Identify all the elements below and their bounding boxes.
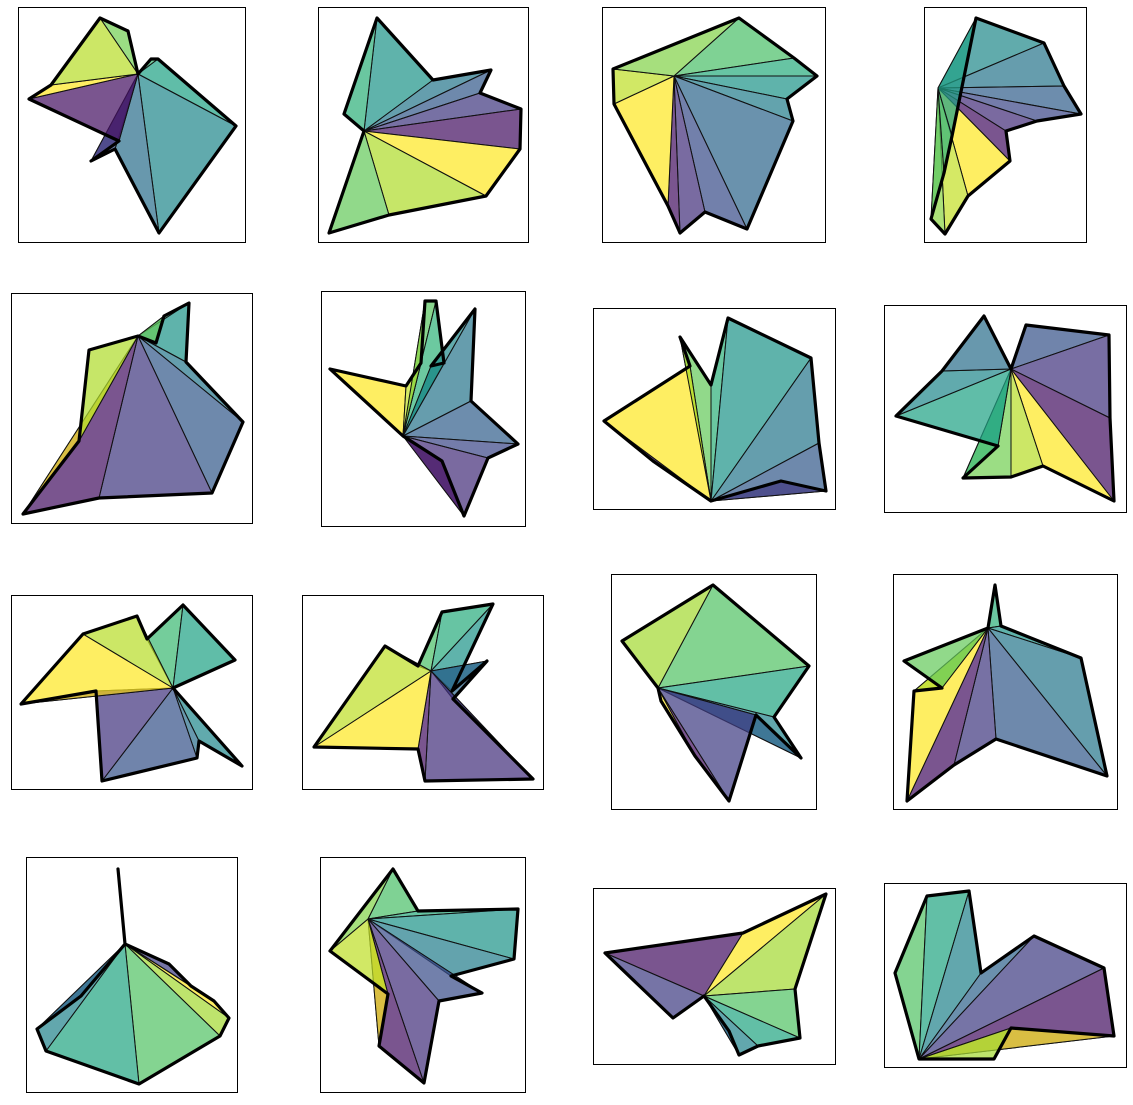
polygon-panel-6 <box>321 291 526 527</box>
polygon-outline <box>902 583 1109 803</box>
triangulated-polygon-6 <box>328 299 520 518</box>
polygon-outline <box>603 892 828 1057</box>
polygon-outline <box>602 316 828 503</box>
polygon-outline <box>894 314 1116 503</box>
polygon-panel-12 <box>893 574 1118 810</box>
triangulated-polygon-12 <box>902 583 1109 803</box>
polygon-outline <box>35 867 231 1086</box>
polygon-outline <box>893 889 1116 1061</box>
polygon-panel-10 <box>302 595 544 790</box>
triangulated-polygon-9 <box>19 603 244 783</box>
triangulated-polygon-13 <box>35 867 231 1086</box>
polygon-outline <box>611 16 819 235</box>
triangulated-polygon-10 <box>312 602 535 783</box>
triangulated-polygon-4 <box>929 16 1083 236</box>
polygon-outline <box>19 603 244 783</box>
triangulated-polygon-7 <box>602 316 828 503</box>
polygon-panel-3 <box>602 7 826 243</box>
polygon-outline <box>328 299 520 518</box>
triangulated-polygon-2 <box>327 16 523 235</box>
polygon-outline <box>328 867 520 1085</box>
triangulated-polygon-3 <box>611 16 819 235</box>
triangulated-polygon-15 <box>603 892 828 1057</box>
polygon-panel-1 <box>18 7 246 243</box>
polygon-outline <box>312 602 535 783</box>
polygon-outline <box>327 16 523 235</box>
polygon-outline <box>620 583 811 803</box>
triangulated-polygon-5 <box>21 301 245 516</box>
polygon-outline <box>21 301 245 516</box>
polygon-panel-9 <box>11 595 253 790</box>
polygon-panel-5 <box>11 293 253 524</box>
polygon-panel-16 <box>884 883 1127 1068</box>
polygon-panel-4 <box>924 7 1087 243</box>
polygon-panel-14 <box>320 857 526 1093</box>
triangulated-polygon-14 <box>328 867 520 1085</box>
triangulated-polygon-8 <box>894 314 1116 503</box>
polygon-panel-7 <box>593 308 836 510</box>
triangulated-polygon-16 <box>893 889 1116 1061</box>
polygon-outline <box>929 16 1083 236</box>
triangulated-polygon-1 <box>27 16 238 235</box>
polygon-outline <box>27 16 238 235</box>
polygon-panel-11 <box>611 574 817 810</box>
polygon-panel-15 <box>593 888 836 1065</box>
polygon-panel-13 <box>26 857 238 1093</box>
polygon-panel-8 <box>884 305 1127 513</box>
polygon-panel-2 <box>318 7 529 243</box>
triangulated-polygon-11 <box>620 583 811 803</box>
